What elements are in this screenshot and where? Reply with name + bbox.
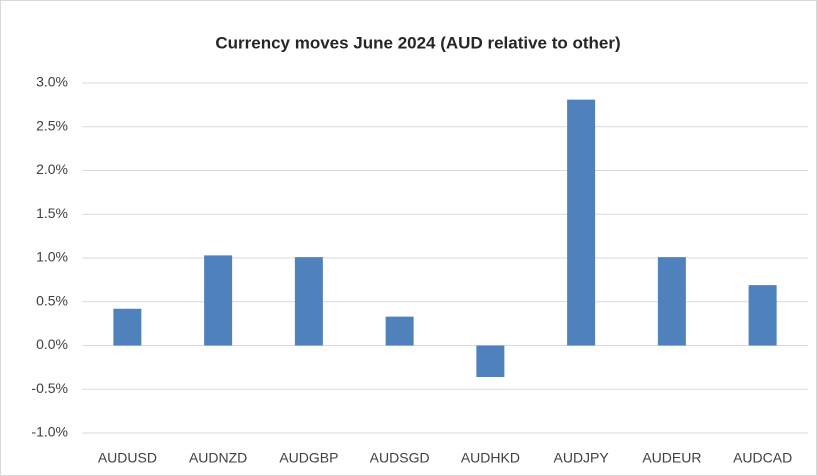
y-tick-label: 0.0% xyxy=(36,336,68,352)
y-tick-label: 2.5% xyxy=(36,117,68,133)
bar xyxy=(294,257,323,346)
bar xyxy=(476,345,505,377)
bar xyxy=(657,257,686,346)
x-tick-label: AUDEUR xyxy=(642,450,701,466)
chart-title: Currency moves June 2024 (AUD relative t… xyxy=(215,33,620,52)
bar xyxy=(567,99,596,346)
x-tick-label: AUDGBP xyxy=(279,450,338,466)
y-tick-label: -0.5% xyxy=(31,380,68,396)
x-tick-label: AUDNZD xyxy=(189,450,247,466)
y-tick-label: -1.0% xyxy=(31,424,68,440)
x-tick-label: AUDJPY xyxy=(554,450,610,466)
bar xyxy=(385,316,414,346)
x-tick-label: AUDHKD xyxy=(461,450,520,466)
x-tick-label: AUDSGD xyxy=(370,450,430,466)
y-tick-label: 2.0% xyxy=(36,161,68,177)
x-tick-label: AUDCAD xyxy=(733,450,792,466)
y-tick-label: 3.0% xyxy=(36,74,68,90)
bar xyxy=(113,308,142,346)
y-tick-label: 1.5% xyxy=(36,205,68,221)
bar xyxy=(204,255,233,346)
y-tick-label: 1.0% xyxy=(36,249,68,265)
x-tick-label: AUDUSD xyxy=(98,450,157,466)
y-tick-label: 0.5% xyxy=(36,292,68,308)
bar xyxy=(748,285,777,346)
